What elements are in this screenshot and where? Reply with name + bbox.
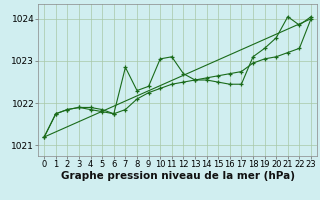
X-axis label: Graphe pression niveau de la mer (hPa): Graphe pression niveau de la mer (hPa) [60, 171, 295, 181]
